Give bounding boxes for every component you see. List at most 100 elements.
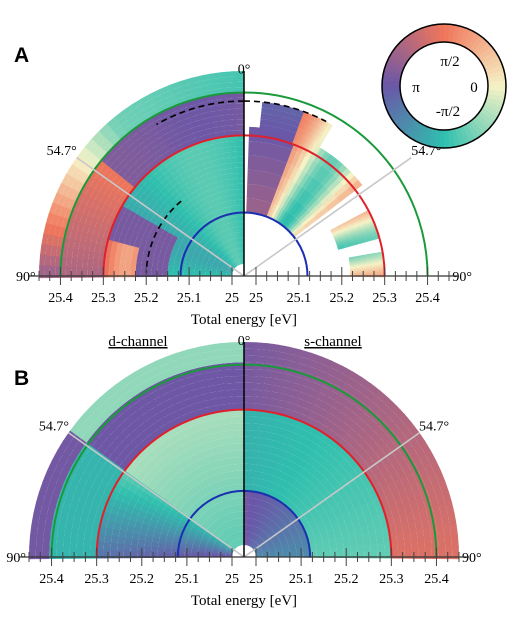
panel-a-heatmap-cell-right [292, 225, 306, 238]
panel-a-heatmap-cell-left [211, 82, 225, 90]
panel-a-heatmap-cell-left [233, 108, 244, 115]
panel-b-heatmap-cell-right [258, 522, 264, 530]
panel-a-heatmap-cell-left [45, 212, 55, 227]
panel-a-heatmap-cell-left [66, 248, 74, 260]
panel-a-heatmap-cell-left [104, 223, 113, 234]
panel-a-heatmap-cell-left [93, 252, 100, 263]
colorbar-ring-segment [422, 127, 434, 147]
panel-a-angle-label-54-left: 54.7° [47, 144, 77, 159]
panel-b-heatmap-cell-right [401, 522, 410, 534]
panel-b-angle-label-54-right: 54.7° [419, 420, 449, 435]
panel-a-heatmap-cell-right [286, 217, 299, 231]
panel-b-heatmap-cell-left [224, 389, 236, 398]
panel-b-heatmap-cell-right [258, 410, 269, 419]
panel-b-heatmap-cell-left [220, 524, 227, 532]
panel-b-heatmap-cell-right [244, 490, 249, 498]
panel-a-heatmap-cell-left [192, 119, 204, 128]
panel-a-heatmap-cell-left [240, 253, 243, 259]
panel-a-heatmap-cell-right [276, 176, 287, 192]
panel-b-heatmap-cell-left [220, 545, 228, 550]
panel-b-heatmap-cell-left [213, 530, 220, 537]
panel-a-heatmap-cell-left [194, 268, 201, 272]
panel-b-heatmap-cell-left [239, 531, 243, 539]
panel-b-heatmap-cell-left [216, 527, 223, 535]
panel-b-heatmap-cell-right [277, 510, 285, 519]
panel-b-heatmap-cell-left [232, 375, 244, 383]
panel-a-heatmap-cell-left [70, 190, 81, 204]
panel-a-heatmap-cell-right [308, 139, 315, 147]
panel-b-heatmap-cell-left [235, 416, 244, 424]
panel-b-heatmap-cell-left [199, 488, 208, 497]
panel-a-heatmap-cell-left [124, 263, 131, 272]
panel-b-heatmap-cell-right [244, 443, 252, 451]
panel-b-heatmap-cell-right [286, 538, 295, 544]
panel-b-heatmap-cell-right [255, 551, 263, 555]
panel-a-heatmap-cell-right [313, 135, 320, 143]
panel-b-heatmap-cell-left [207, 391, 219, 401]
panel-b-heatmap-cell-right [349, 539, 357, 547]
panel-b-heatmap-cell-right [396, 531, 405, 543]
panel-b-heatmap-cell-left [56, 547, 64, 559]
panel-a-heatmap-cell-right [315, 117, 323, 125]
panel-b-heatmap-cell-right [268, 512, 276, 521]
panel-b-heatmap-cell-left [35, 535, 44, 549]
panel-b-heatmap-cell-right [283, 490, 292, 499]
panel-a-heatmap-cell-right [310, 140, 317, 148]
panel-a-heatmap-cell-right [274, 191, 284, 206]
panel-a-heatmap-cell-left [235, 260, 239, 266]
panel-a-heatmap-cell-left [235, 199, 241, 206]
panel-a-heatmap-cell-right [294, 187, 307, 202]
panel-a-heatmap-cell-left [221, 218, 228, 225]
panel-b-heatmap-cell-right [383, 541, 392, 552]
panel-b-heatmap-cell-left [171, 506, 180, 515]
panel-b-heatmap-cell-left [223, 530, 229, 538]
panel-b-heatmap-cell-right [254, 512, 259, 520]
panel-b-heatmap-cell-left [195, 379, 208, 390]
panel-a-heatmap-cell-left [213, 228, 220, 235]
panel-a-tick-label-left: 25.2 [134, 291, 159, 306]
panel-a-heatmap-cell-right [299, 191, 313, 206]
panel-a-heatmap-cell-left [178, 214, 187, 222]
panel-a-heatmap-cell-left [231, 167, 239, 174]
panel-b-heatmap-cell-right [410, 538, 419, 550]
panel-a-heatmap-cell-left [186, 222, 194, 230]
colorbar-label-pi: π [412, 80, 420, 96]
panel-a-heatmap-cell-right [291, 202, 304, 217]
panel-b-heatmap-cell-right [249, 518, 253, 526]
panel-b-heatmap-cell-left [177, 487, 187, 497]
panel-b-heatmap-cell-right [261, 532, 268, 540]
panel-b-heatmap-cell-right [418, 508, 429, 522]
panel-b-heatmap-cell-right [302, 546, 310, 552]
panel-a-heatmap-cell-left [201, 216, 209, 224]
panel-b-heatmap-cell-left [226, 403, 237, 411]
panel-b-heatmap-cell-right [362, 537, 371, 546]
panel-a-heatmap-cell-left [218, 231, 224, 238]
colorbar-ring-segment [480, 107, 499, 122]
panel-b-heatmap-cell-left [164, 544, 172, 551]
panel-b-heatmap-cell-right [297, 349, 313, 360]
panel-a-heatmap-cell-right [308, 132, 315, 140]
panel-a-heatmap-cell-right [318, 125, 325, 133]
panel-b-heatmap-cell-right [279, 471, 288, 481]
panel-b-heatmap-cell-right [441, 513, 450, 528]
panel-b-heatmap-cell-right [268, 547, 276, 551]
panel-a-heatmap-cell-left [235, 205, 241, 211]
panel-a-heatmap-cell-left [120, 250, 128, 259]
panel-b-heatmap-cell-left [190, 527, 199, 534]
panel-a-heatmap-cell-left [238, 188, 244, 195]
panel-b-heatmap-cell-left [73, 511, 83, 524]
panel-b-heatmap-cell-left [222, 507, 228, 516]
panel-b-heatmap-cell-right [280, 488, 289, 497]
panel-b-d-channel-title: d-channel [108, 334, 167, 350]
panel-a-heatmap-cell-left [221, 81, 235, 89]
panel-a-heatmap-cell-left [99, 221, 108, 233]
panel-a-heatmap-cell-left [87, 207, 96, 220]
panel-a-heatmap-cell-left [188, 75, 203, 84]
panel-b-heatmap-cell-left [168, 498, 177, 507]
panel-a-heatmap-cell-left [162, 263, 169, 269]
panel-a-heatmap-cell-left [49, 265, 56, 279]
panel-b-heatmap-cell-left [236, 525, 241, 533]
panel-a-heatmap-cell-left [88, 243, 96, 254]
panel-b-heatmap-cell-left [236, 443, 244, 451]
panel-a-heatmap-cell-left [95, 236, 103, 248]
